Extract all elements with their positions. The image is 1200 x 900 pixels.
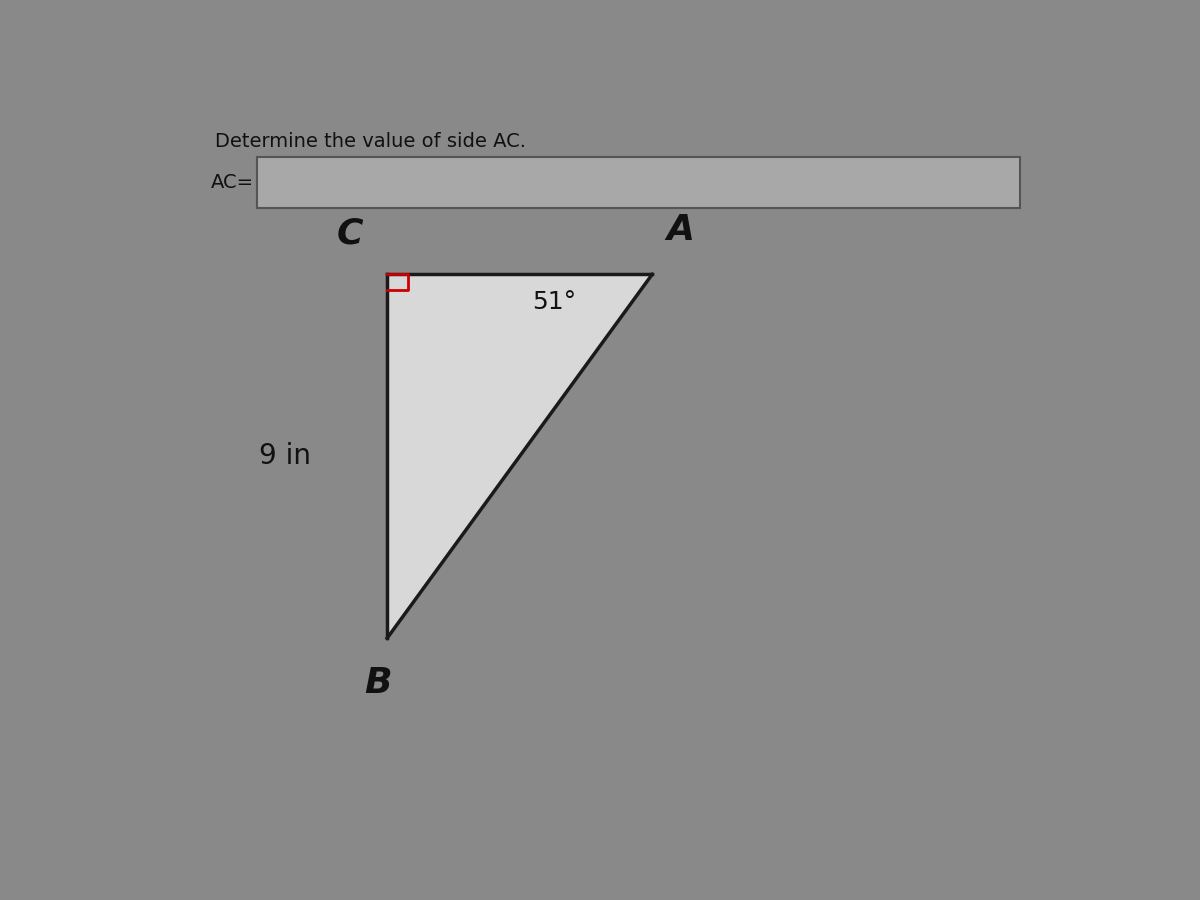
Text: B: B	[364, 666, 391, 700]
Text: 9 in: 9 in	[259, 442, 311, 470]
Text: AC=: AC=	[210, 173, 253, 192]
Text: Determine the value of side AC.: Determine the value of side AC.	[215, 132, 526, 151]
Text: A: A	[666, 212, 694, 247]
Bar	[257, 157, 1020, 209]
Text: C: C	[337, 216, 364, 250]
Polygon shape	[388, 274, 653, 638]
Text: 51°: 51°	[533, 290, 577, 313]
